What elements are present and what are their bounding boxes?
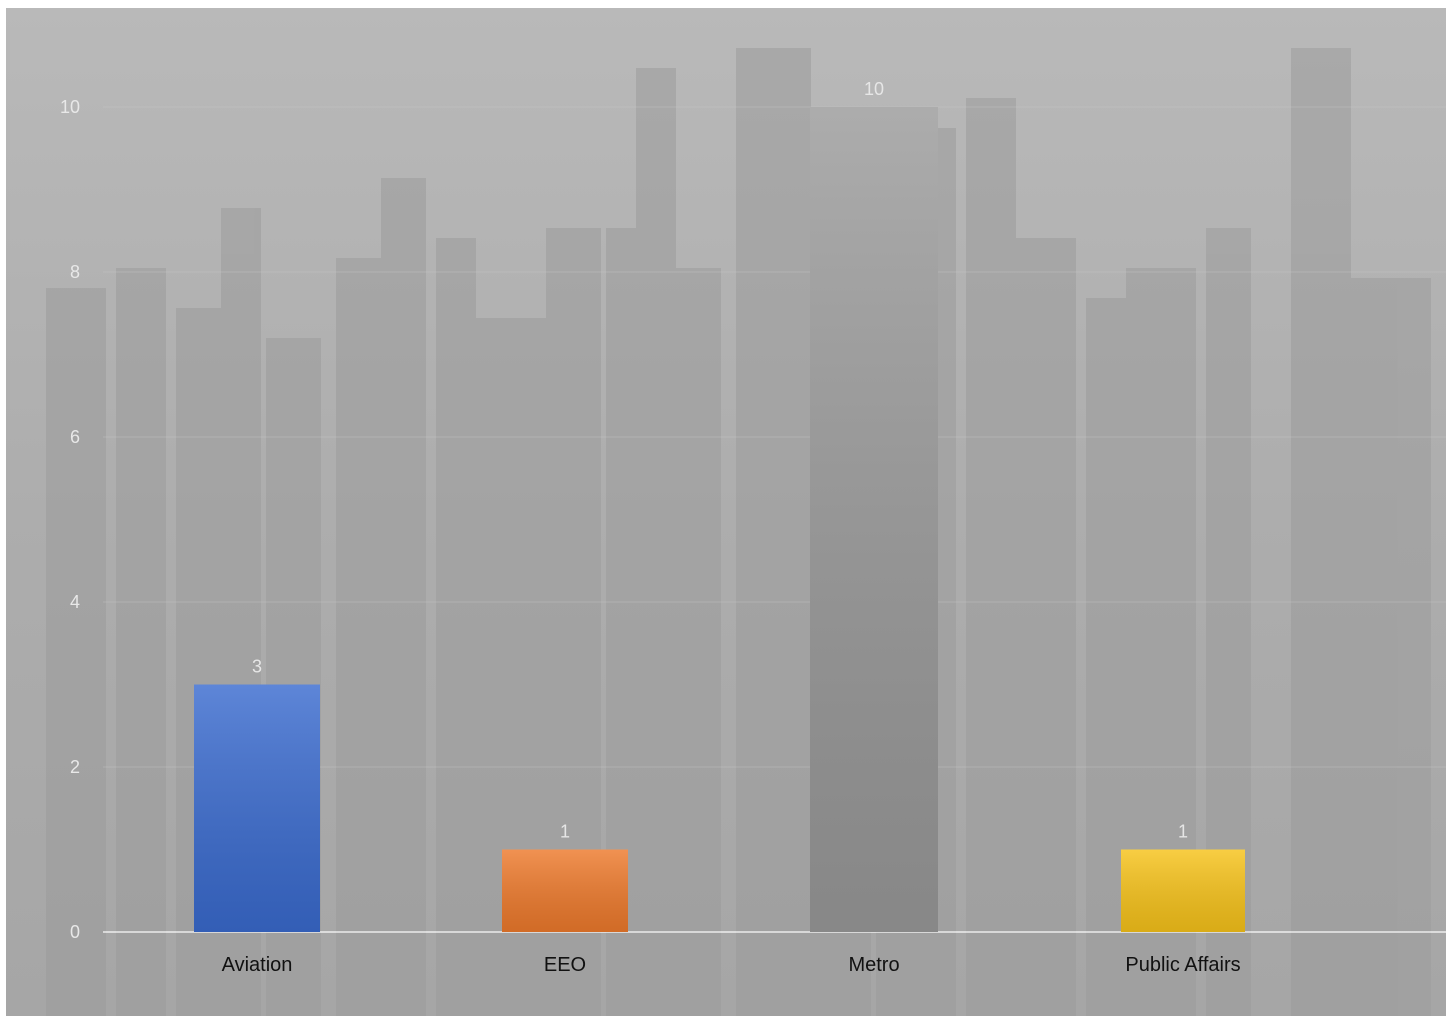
skyline-building <box>116 268 166 1016</box>
skyline-building <box>1016 238 1076 1016</box>
bar-chart: 0 2 4 6 8 10 3 1 10 1 Aviation EEO Metro Public Aff… <box>6 8 1446 1016</box>
data-label: 3 <box>252 657 262 677</box>
bar-shading <box>810 107 938 932</box>
y-tick-label: 4 <box>70 592 80 612</box>
bar-shading <box>502 849 628 932</box>
skyline-building <box>1291 48 1351 1016</box>
skyline-building <box>736 48 811 1016</box>
skyline-building <box>46 288 106 1016</box>
chart: 0 2 4 6 8 10 3 1 10 1 Aviation EEO Metro Public Aff… <box>6 8 1446 1016</box>
x-axis: Aviation EEO Metro Public Affairs <box>222 954 1241 976</box>
data-label: 1 <box>1178 822 1188 842</box>
y-tick-label: 8 <box>70 262 80 282</box>
x-tick-label: Public Affairs <box>1125 954 1240 976</box>
y-tick-label: 6 <box>70 427 80 447</box>
skyline-building <box>966 98 1016 1016</box>
data-label: 10 <box>864 79 884 99</box>
skyline-building <box>381 178 426 1016</box>
bar-shading <box>1121 849 1245 932</box>
y-tick-label: 0 <box>70 922 80 942</box>
x-tick-label: Metro <box>848 954 899 976</box>
data-label: 1 <box>560 822 570 842</box>
x-tick-label: Aviation <box>222 954 293 976</box>
skyline-building <box>1351 278 1431 1016</box>
y-tick-label: 10 <box>60 97 80 117</box>
skyline-building <box>671 268 721 1016</box>
bars <box>194 107 1245 932</box>
y-tick-label: 2 <box>70 757 80 777</box>
skyline-building <box>636 68 676 1016</box>
x-tick-label: EEO <box>544 954 586 976</box>
y-axis: 0 2 4 6 8 10 <box>60 97 80 942</box>
data-labels: 3 1 10 1 <box>252 79 1188 842</box>
bar-shading <box>194 684 320 932</box>
skyline-building <box>1086 298 1126 1016</box>
